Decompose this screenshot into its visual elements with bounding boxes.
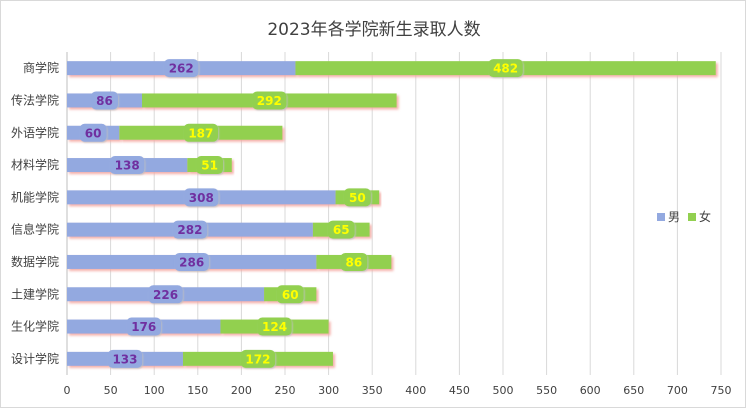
data-label-bg xyxy=(488,59,523,78)
x-tick-label: 250 xyxy=(275,384,296,397)
y-tick-label: 数据学院 xyxy=(11,254,59,269)
data-label-bg xyxy=(79,123,107,142)
y-tick-label: 机能学院 xyxy=(11,189,59,204)
data-label-bg xyxy=(184,188,219,207)
data-label-bg xyxy=(276,285,304,304)
data-label: 262 xyxy=(169,62,194,76)
x-tick-label: 0 xyxy=(64,384,71,397)
x-tick-label: 450 xyxy=(449,384,470,397)
y-tick-label: 外语学院 xyxy=(11,125,59,140)
x-tick-label: 150 xyxy=(187,384,208,397)
data-label: 292 xyxy=(257,94,282,108)
data-label-bg xyxy=(90,91,118,110)
x-tick-label: 400 xyxy=(405,384,426,397)
chart-title: 2023年各学院新生录取人数 xyxy=(267,20,481,40)
data-label: 226 xyxy=(153,288,178,302)
x-tick-label: 550 xyxy=(536,384,557,397)
data-label: 282 xyxy=(177,223,202,237)
data-label-bg xyxy=(107,349,143,368)
x-tick-label: 350 xyxy=(362,384,383,397)
y-tick-label: 生化学院 xyxy=(11,319,59,334)
data-label-bg xyxy=(343,188,371,207)
x-tick-label: 750 xyxy=(711,384,732,397)
data-label: 138 xyxy=(115,159,140,173)
data-label-bg xyxy=(240,349,276,368)
y-tick-label: 信息学院 xyxy=(11,222,59,237)
data-label: 172 xyxy=(245,352,270,366)
data-label: 50 xyxy=(349,191,366,205)
data-label: 308 xyxy=(189,191,214,205)
data-label: 124 xyxy=(262,320,287,334)
data-label: 86 xyxy=(96,94,113,108)
x-tick-label: 50 xyxy=(104,384,118,397)
data-label-bg xyxy=(257,317,292,336)
data-label-bg xyxy=(196,156,224,175)
y-tick-label: 材料学院 xyxy=(11,157,59,172)
legend-swatch xyxy=(688,212,697,221)
data-label-bg xyxy=(174,252,209,271)
data-label: 60 xyxy=(85,126,102,140)
data-label-bg xyxy=(163,59,199,78)
data-label-bg xyxy=(109,156,145,175)
data-label: 176 xyxy=(131,320,156,334)
x-tick-label: 650 xyxy=(623,384,644,397)
x-tick-label: 200 xyxy=(231,384,252,397)
data-label: 51 xyxy=(201,159,218,173)
y-tick-label: 商学院 xyxy=(23,60,59,75)
y-tick-label: 土建学院 xyxy=(11,286,59,301)
legend-item: 女 xyxy=(688,208,711,225)
data-label-bg xyxy=(126,317,161,336)
data-label-bg xyxy=(340,252,368,271)
data-label: 187 xyxy=(188,126,213,140)
legend-label: 男 xyxy=(668,210,681,224)
data-label-bg xyxy=(327,220,355,239)
data-label: 286 xyxy=(179,255,204,269)
y-tick-label: 传法学院 xyxy=(11,92,59,107)
data-label: 86 xyxy=(346,255,363,269)
data-label: 65 xyxy=(333,223,350,237)
data-label: 133 xyxy=(112,352,137,366)
x-tick-label: 600 xyxy=(580,384,601,397)
legend-swatch xyxy=(657,212,665,221)
x-tick-label: 300 xyxy=(318,384,339,397)
x-tick-label: 700 xyxy=(667,384,688,397)
data-label-bg xyxy=(148,285,183,304)
legend-label: 女 xyxy=(699,210,712,224)
x-tick-label: 100 xyxy=(144,384,165,397)
data-label-bg xyxy=(172,220,208,239)
x-tick-label: 500 xyxy=(493,384,514,397)
y-tick-label: 设计学院 xyxy=(11,351,59,366)
data-label-bg xyxy=(252,91,287,110)
data-label: 482 xyxy=(493,62,518,76)
data-label-bg xyxy=(183,123,219,142)
data-label: 60 xyxy=(282,288,299,302)
legend-item: 男 xyxy=(657,208,680,225)
legend: 男女 xyxy=(657,208,711,225)
